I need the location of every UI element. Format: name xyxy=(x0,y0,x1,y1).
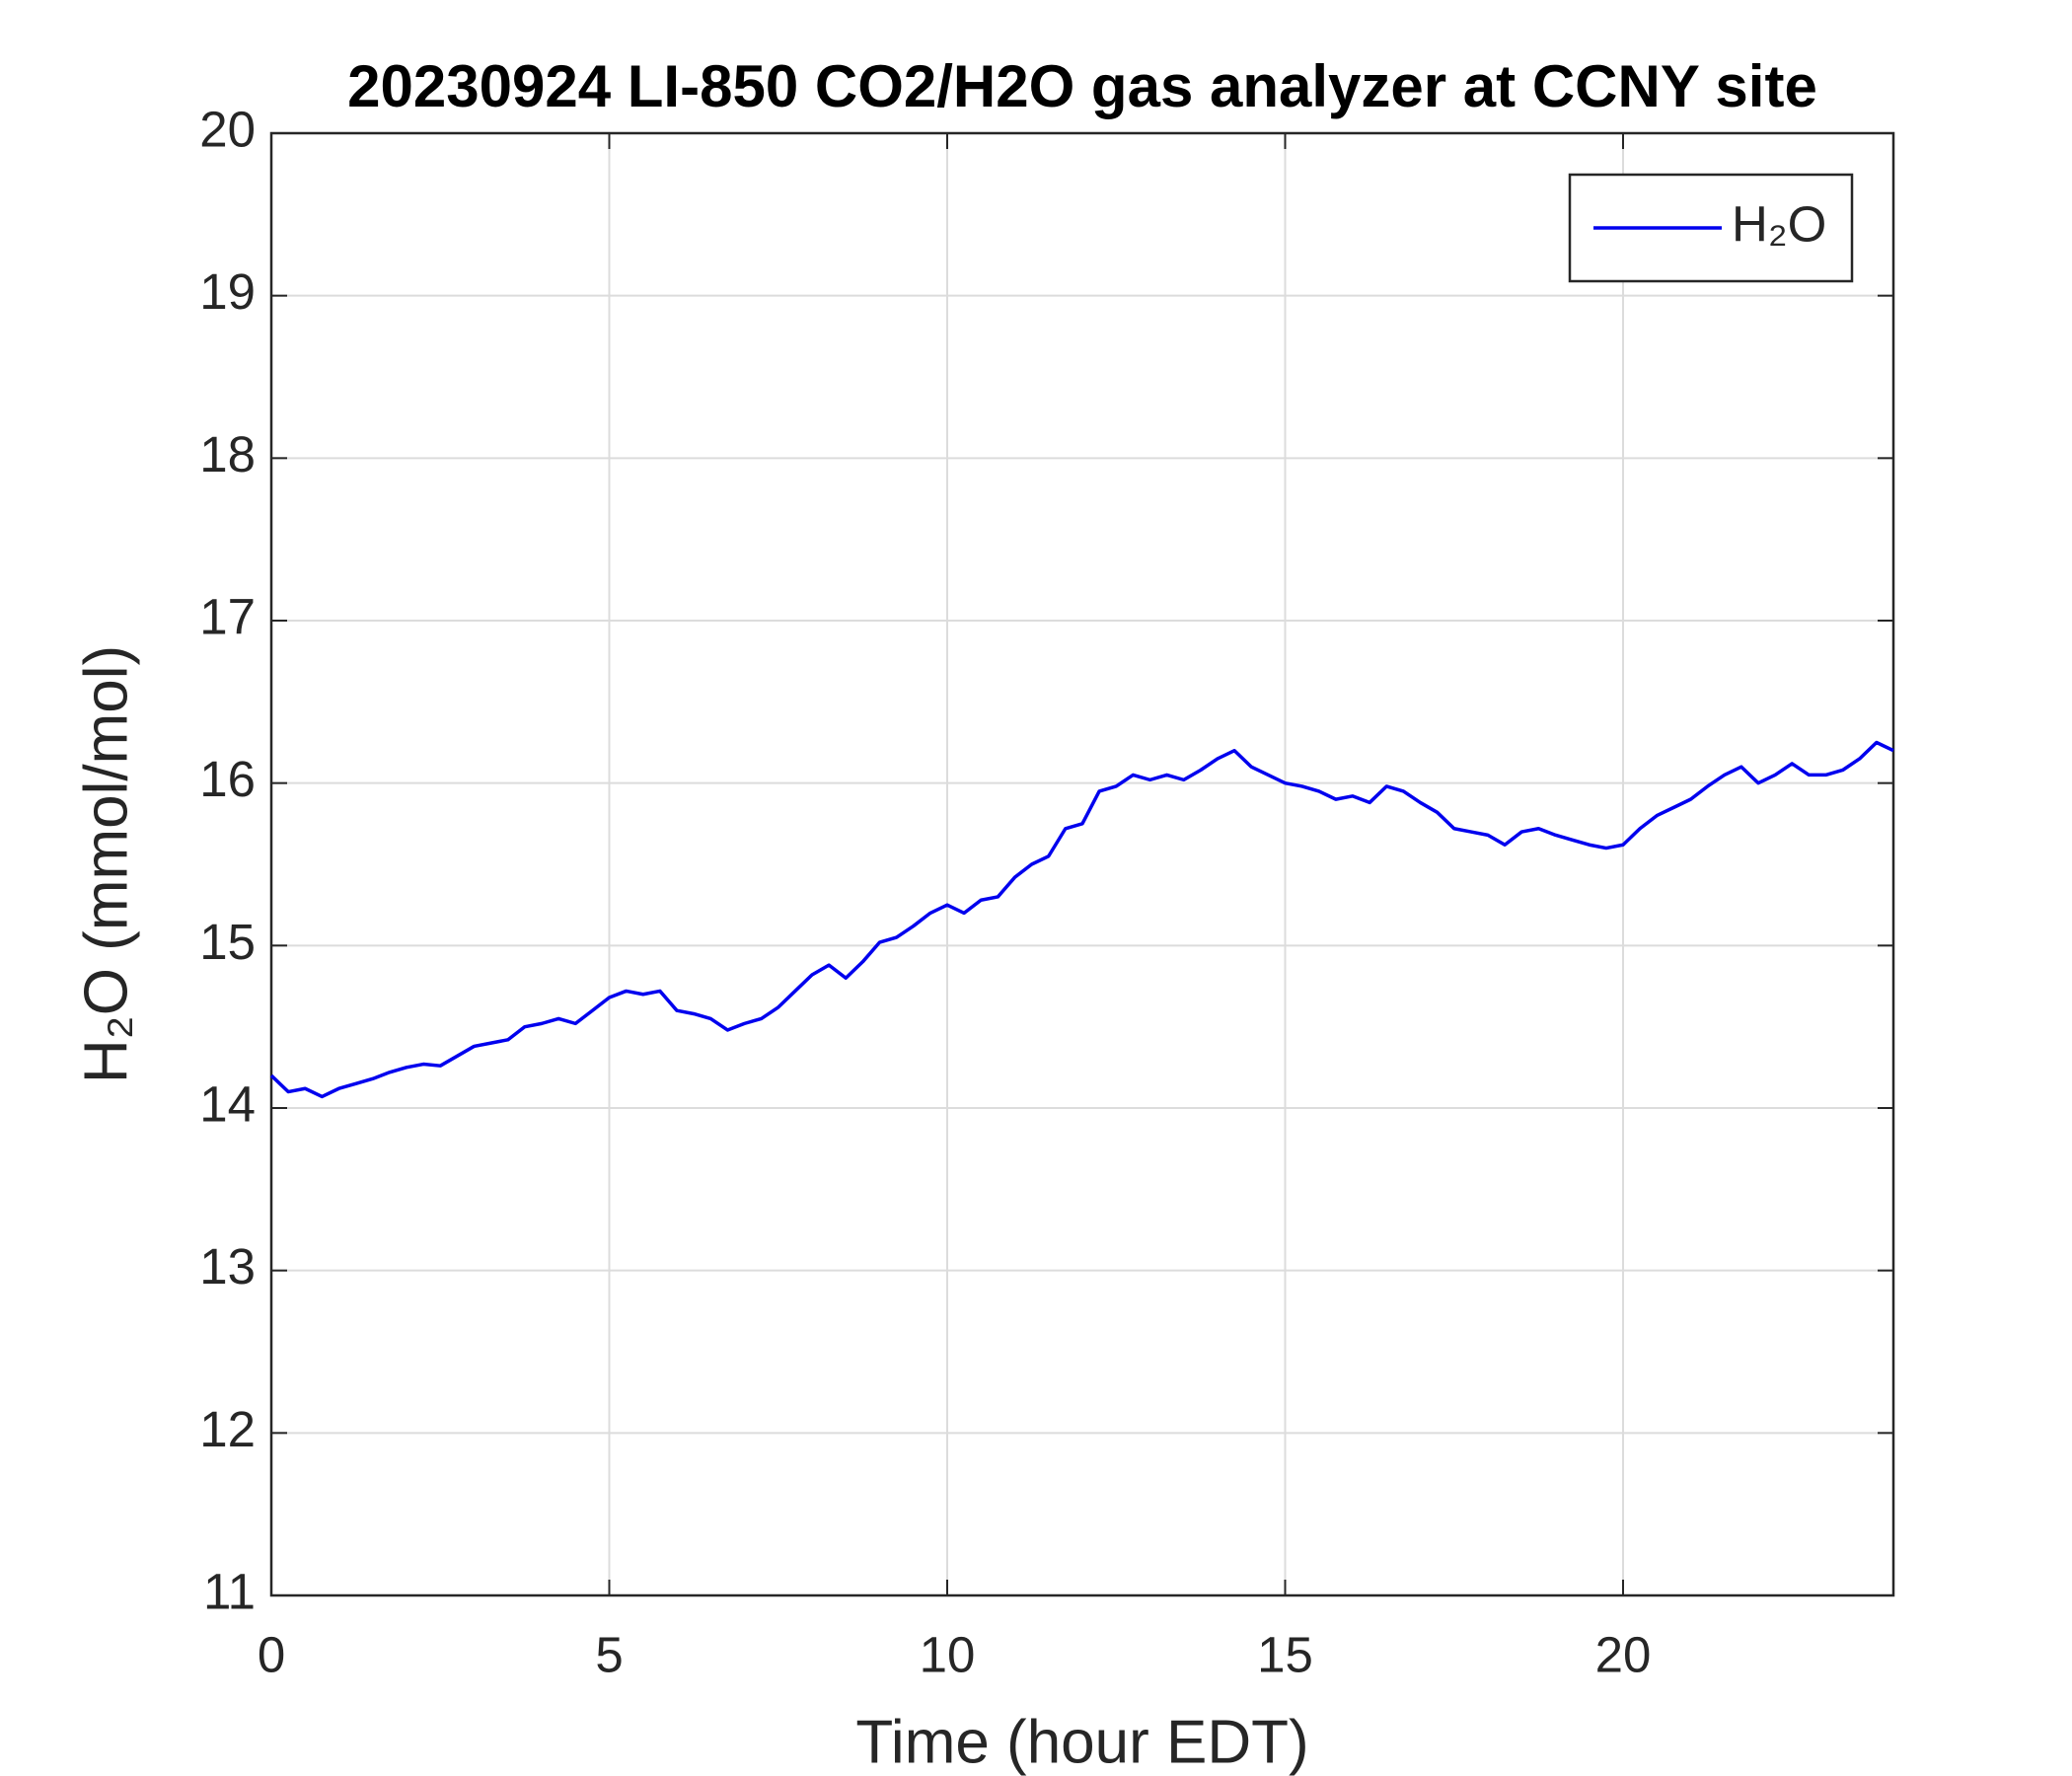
plot-frame xyxy=(269,131,1895,1597)
x-tick-label: 0 xyxy=(258,1626,285,1682)
x-tick-label: 15 xyxy=(1257,1626,1313,1682)
legend-label: H₂O xyxy=(1732,195,1826,252)
y-tick-label: 12 xyxy=(199,1401,256,1457)
data-line xyxy=(269,740,1894,1099)
y-tick-label: 14 xyxy=(199,1075,256,1132)
y-tick-label: 16 xyxy=(199,751,256,807)
chart-title: 20230924 LI-850 CO2/H2O gas analyzer at … xyxy=(347,53,1817,119)
x-tick-label: 10 xyxy=(920,1626,976,1682)
x-axis-label: Time (hour EDT) xyxy=(855,1708,1308,1776)
y-tick-label: 19 xyxy=(199,263,256,320)
x-tick-label: 5 xyxy=(595,1626,623,1682)
y-tick-label: 17 xyxy=(199,588,256,644)
y-tick-label: 18 xyxy=(199,426,256,482)
x-tick-label: 20 xyxy=(1595,1626,1652,1682)
y-tick-label: 20 xyxy=(199,101,256,157)
y-axis-label: H₂O (mmol/mol) xyxy=(72,645,140,1083)
y-tick-label: 11 xyxy=(203,1563,256,1619)
y-tick-label: 15 xyxy=(199,914,256,970)
y-tick-label: 13 xyxy=(199,1238,256,1295)
